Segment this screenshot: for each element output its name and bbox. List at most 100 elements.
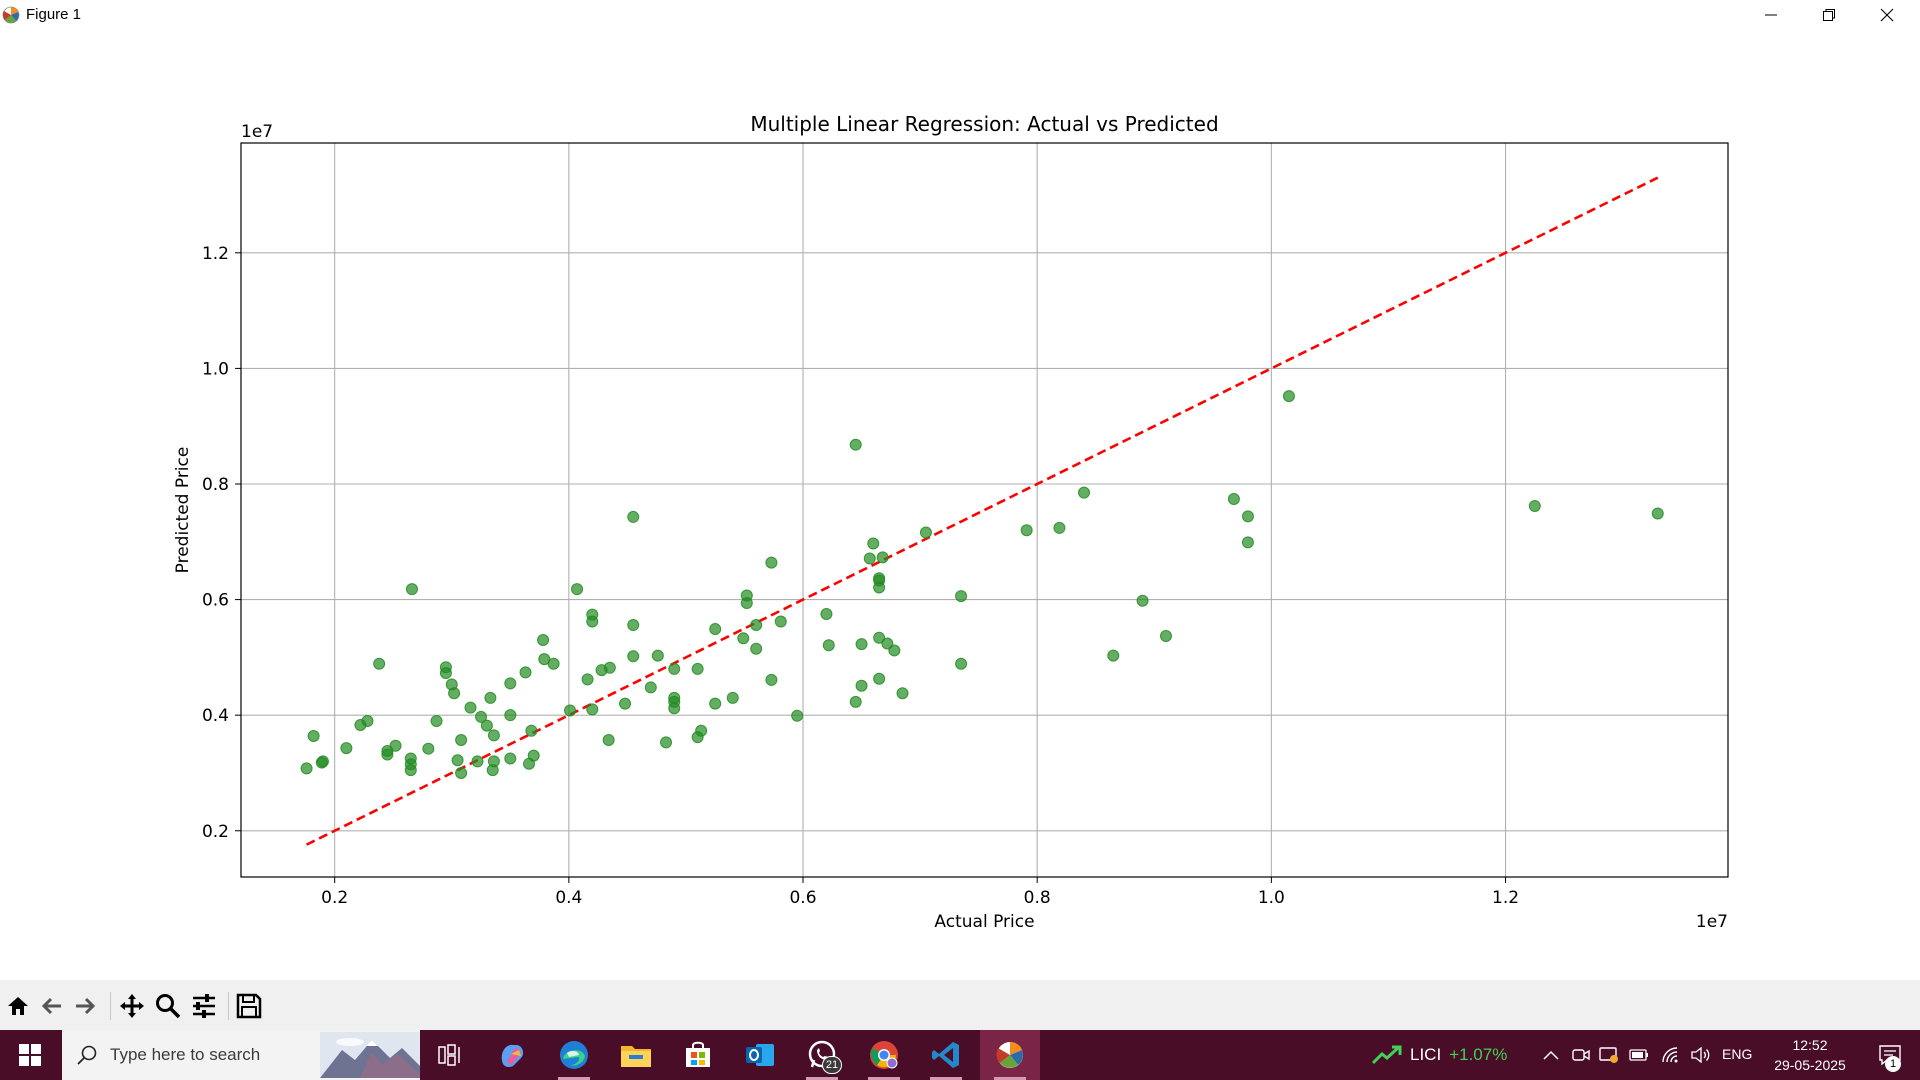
scatter-point bbox=[471, 755, 484, 768]
scatter-point bbox=[1227, 493, 1240, 506]
pan-button[interactable] bbox=[117, 991, 147, 1021]
scatter-point bbox=[1528, 499, 1541, 512]
scatter-point bbox=[1159, 629, 1172, 642]
tray-volume[interactable] bbox=[1688, 1030, 1714, 1080]
maximize-button[interactable] bbox=[1800, 0, 1858, 30]
tray-display[interactable] bbox=[1596, 1030, 1622, 1080]
scatter-point bbox=[849, 695, 862, 708]
figure-canvas[interactable]: 0.2 0.4 0.6 0.8 1.0 1.2 0.2 0.4 0.6 0.8 1.0 1.2 Mul… bbox=[0, 30, 1920, 980]
restore-icon bbox=[1823, 9, 1835, 21]
scatter-point bbox=[464, 701, 477, 714]
clock-time[interactable]: 12:52 bbox=[1792, 1037, 1828, 1053]
scatter-point bbox=[740, 597, 753, 610]
scatter-point bbox=[955, 590, 968, 603]
edge-app[interactable] bbox=[546, 1030, 602, 1080]
start-button[interactable] bbox=[0, 1030, 60, 1080]
task-view-icon bbox=[438, 1044, 460, 1066]
stock-widget[interactable]: LICI +1.07% bbox=[1372, 1030, 1507, 1080]
notification-icon bbox=[1879, 1045, 1901, 1065]
pan-icon bbox=[120, 994, 144, 1018]
scatter-point bbox=[1651, 507, 1664, 520]
camera-icon bbox=[1572, 1049, 1590, 1061]
scatter-point bbox=[316, 755, 329, 768]
y-tick-label: 1.0 bbox=[202, 359, 229, 379]
scatter-point bbox=[822, 639, 835, 652]
running-indicator bbox=[930, 1077, 962, 1080]
scatter-point bbox=[527, 749, 540, 762]
scatter-point bbox=[1282, 390, 1295, 403]
scatter-point bbox=[340, 742, 353, 755]
copilot-app[interactable] bbox=[484, 1030, 540, 1080]
scatter-point bbox=[863, 552, 876, 565]
home-button[interactable] bbox=[3, 991, 33, 1021]
y-tick-label: 0.8 bbox=[202, 475, 229, 495]
y-tick-label: 0.2 bbox=[202, 822, 229, 842]
toolbar-separator bbox=[228, 992, 229, 1020]
search-highlight-mountain-icon bbox=[320, 1032, 420, 1078]
clock-date[interactable]: 29-05-2025 bbox=[1774, 1057, 1846, 1073]
ticks-layer: 0.2 0.4 0.6 0.8 1.0 1.2 0.2 0.4 0.6 0.8 1.0 1.2 bbox=[202, 244, 1519, 908]
matplotlib-icon bbox=[996, 1042, 1023, 1068]
x-tick-label: 1.0 bbox=[1258, 888, 1285, 908]
scatter-point bbox=[820, 608, 833, 621]
scatter-point bbox=[750, 619, 763, 632]
taskbar-search-box[interactable]: Type here to search bbox=[62, 1030, 420, 1080]
home-icon bbox=[8, 997, 28, 1015]
task-view-button[interactable] bbox=[422, 1030, 478, 1080]
scatter-point bbox=[1020, 524, 1033, 537]
speaker-icon bbox=[1691, 1047, 1710, 1063]
scatter-point bbox=[480, 719, 493, 732]
matplotlib-app[interactable] bbox=[980, 1030, 1040, 1080]
show-hidden-icons-button[interactable] bbox=[1536, 1030, 1566, 1080]
scatter-point bbox=[547, 657, 560, 670]
vscode-app[interactable] bbox=[918, 1030, 974, 1080]
close-button[interactable] bbox=[1858, 0, 1916, 30]
scatter-point bbox=[765, 556, 778, 569]
scatter-point bbox=[586, 615, 599, 628]
axes-frame bbox=[240, 142, 1729, 878]
y-tick-label: 1.2 bbox=[202, 244, 229, 264]
scatter-point bbox=[896, 687, 909, 700]
input-language[interactable]: ENG bbox=[1722, 1046, 1753, 1062]
microsoft-store-app[interactable] bbox=[670, 1030, 726, 1080]
scatter-point bbox=[586, 703, 599, 716]
scatter-point bbox=[405, 583, 418, 596]
y-tick-label: 0.6 bbox=[202, 591, 229, 611]
scatter-point bbox=[373, 657, 386, 670]
minimize-button[interactable] bbox=[1742, 0, 1800, 30]
tray-meet-now[interactable] bbox=[1568, 1030, 1594, 1080]
whatsapp-app[interactable]: 21 bbox=[794, 1030, 850, 1080]
notification-center-button[interactable] bbox=[1862, 1030, 1918, 1080]
copilot-icon bbox=[501, 1044, 524, 1068]
forward-button[interactable] bbox=[70, 991, 100, 1021]
scatter-point bbox=[627, 650, 640, 663]
scatter-point bbox=[1136, 594, 1149, 607]
scatter-point bbox=[660, 736, 673, 749]
scatter-point bbox=[1053, 521, 1066, 534]
scatter-point bbox=[581, 673, 594, 686]
configure-subplots-button[interactable] bbox=[189, 991, 219, 1021]
save-button[interactable] bbox=[234, 991, 264, 1021]
scatter-point bbox=[1078, 486, 1091, 499]
chrome-app[interactable] bbox=[856, 1030, 912, 1080]
windows-logo-icon bbox=[19, 1044, 41, 1066]
x-tick-label: 0.2 bbox=[321, 888, 348, 908]
x-tick-label: 0.6 bbox=[789, 888, 816, 908]
store-icon bbox=[686, 1041, 710, 1067]
search-icon bbox=[77, 1045, 97, 1065]
scatter-point bbox=[564, 704, 577, 717]
running-indicator bbox=[806, 1077, 838, 1080]
back-button[interactable] bbox=[37, 991, 67, 1021]
scatter-point bbox=[737, 632, 750, 645]
tray-battery[interactable] bbox=[1626, 1030, 1652, 1080]
zoom-button[interactable] bbox=[153, 991, 183, 1021]
tray-wifi[interactable] bbox=[1658, 1030, 1684, 1080]
outlook-app[interactable] bbox=[732, 1030, 788, 1080]
file-explorer-app[interactable] bbox=[608, 1030, 664, 1080]
scatter-point bbox=[475, 710, 488, 723]
minimize-icon bbox=[1765, 14, 1777, 16]
folder-icon bbox=[621, 1046, 651, 1067]
scatter-point bbox=[519, 666, 532, 679]
scatter-point bbox=[855, 638, 868, 651]
chrome-icon bbox=[870, 1041, 898, 1069]
